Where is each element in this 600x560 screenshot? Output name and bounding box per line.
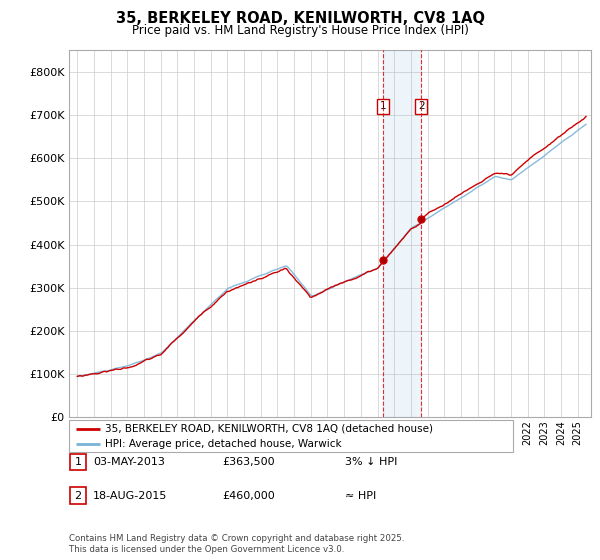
Text: ≈ HPI: ≈ HPI xyxy=(345,491,376,501)
Text: 35, BERKELEY ROAD, KENILWORTH, CV8 1AQ: 35, BERKELEY ROAD, KENILWORTH, CV8 1AQ xyxy=(115,11,485,26)
Text: 2: 2 xyxy=(74,491,82,501)
Bar xyxy=(383,50,421,417)
Text: £363,500: £363,500 xyxy=(222,457,275,467)
Text: Contains HM Land Registry data © Crown copyright and database right 2025.
This d: Contains HM Land Registry data © Crown c… xyxy=(69,534,404,554)
Text: 03-MAY-2013: 03-MAY-2013 xyxy=(93,457,165,467)
FancyBboxPatch shape xyxy=(69,420,513,452)
Text: £460,000: £460,000 xyxy=(222,491,275,501)
Text: HPI: Average price, detached house, Warwick: HPI: Average price, detached house, Warw… xyxy=(104,440,341,449)
Text: 2: 2 xyxy=(418,101,425,111)
FancyBboxPatch shape xyxy=(70,487,86,504)
Text: 35, BERKELEY ROAD, KENILWORTH, CV8 1AQ (detached house): 35, BERKELEY ROAD, KENILWORTH, CV8 1AQ (… xyxy=(104,424,433,434)
Text: 1: 1 xyxy=(380,101,386,111)
Text: 1: 1 xyxy=(74,457,82,467)
Text: 3% ↓ HPI: 3% ↓ HPI xyxy=(345,457,397,467)
Text: Price paid vs. HM Land Registry's House Price Index (HPI): Price paid vs. HM Land Registry's House … xyxy=(131,24,469,36)
FancyBboxPatch shape xyxy=(70,454,86,470)
Text: 18-AUG-2015: 18-AUG-2015 xyxy=(93,491,167,501)
